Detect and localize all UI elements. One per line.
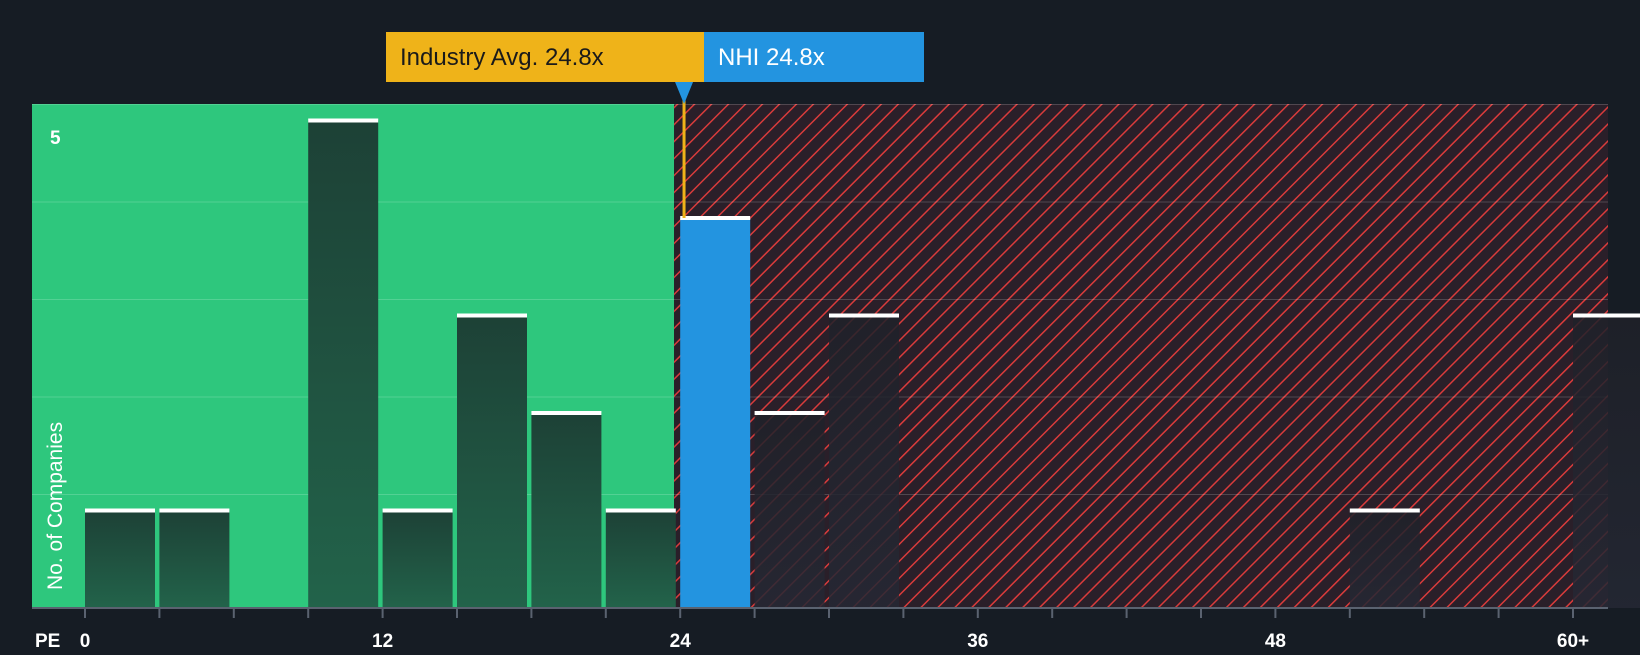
industry-avg-label: Industry Avg. 24.8x <box>400 44 604 71</box>
histogram-bar <box>829 315 899 608</box>
x-tick-label: 60+ <box>1557 631 1589 650</box>
bar-cap <box>531 411 602 415</box>
bar-cap <box>1573 313 1640 318</box>
x-tick-label: 36 <box>967 631 988 650</box>
highlight-bar <box>680 218 751 608</box>
histogram-bar <box>457 315 527 608</box>
bar-cap <box>308 118 379 123</box>
x-tick-label: 0 <box>80 631 91 650</box>
company-label: NHI 24.8x <box>718 44 825 71</box>
bar-cap <box>754 411 825 415</box>
y-tick-label: 5 <box>50 128 61 149</box>
histogram-bar <box>382 510 453 608</box>
bar-cap <box>85 508 155 513</box>
bar-cap <box>680 216 751 220</box>
histogram-bar <box>308 120 379 608</box>
y-axis-label: No. of Companies <box>44 422 67 590</box>
bar-cap <box>457 313 527 318</box>
bar-cap <box>159 508 230 513</box>
bar-cap <box>605 508 676 513</box>
bar-cap <box>829 313 899 318</box>
bar-cap <box>382 508 453 513</box>
bar-cap <box>1349 508 1420 513</box>
histogram-bar <box>159 510 230 608</box>
x-tick-label: 24 <box>670 631 692 650</box>
histogram-bar <box>1573 315 1640 608</box>
x-axis-label: PE <box>35 631 60 650</box>
company-label-box <box>704 32 924 82</box>
histogram-bar <box>605 510 676 608</box>
industry-avg-label-box <box>386 32 704 82</box>
label-pointer <box>675 82 694 104</box>
histogram-bar <box>754 413 825 608</box>
x-tick-label: 12 <box>372 631 393 650</box>
histogram-bar <box>531 413 602 608</box>
histogram-bar <box>85 510 155 608</box>
histogram-bar <box>1349 510 1420 608</box>
x-tick-label: 48 <box>1265 631 1286 650</box>
